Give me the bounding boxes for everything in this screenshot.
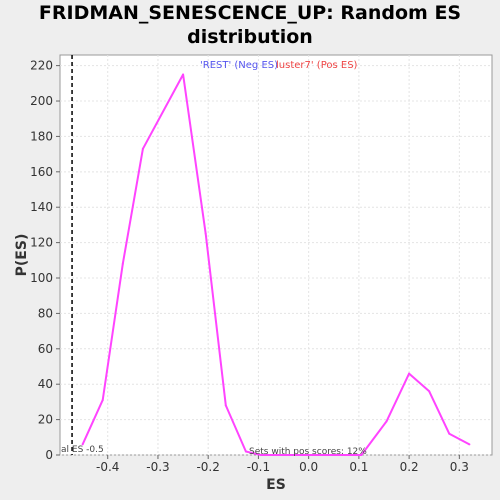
y-tick-label: 220 xyxy=(30,59,53,73)
x-tick-label: -0.4 xyxy=(96,460,119,474)
y-tick-label: 200 xyxy=(30,94,53,108)
x-tick-label: -0.1 xyxy=(247,460,270,474)
x-axis-label: ES xyxy=(266,477,286,493)
y-axis-label: P(ES) xyxy=(14,234,30,277)
reference-line-label: al ES -0.5 xyxy=(61,445,104,455)
data-point xyxy=(468,443,470,445)
data-point xyxy=(142,148,144,150)
y-tick-label: 160 xyxy=(30,165,53,179)
x-tick-label: 0.1 xyxy=(349,460,368,474)
y-tick-label: 80 xyxy=(38,306,53,320)
y-tick-label: 180 xyxy=(30,129,53,143)
pos-scores-annotation: Sets with pos scores: 12% xyxy=(249,447,367,457)
data-point xyxy=(205,233,207,235)
y-tick-label: 0 xyxy=(45,448,53,462)
legend-pos-es: luster7' (Pos ES) xyxy=(276,60,358,71)
y-tick-label: 40 xyxy=(38,377,53,391)
data-point xyxy=(408,373,410,375)
data-point xyxy=(245,450,247,452)
y-tick-label: 60 xyxy=(38,342,53,356)
data-point xyxy=(102,399,104,401)
x-tick-label: 0.2 xyxy=(400,460,419,474)
data-point xyxy=(428,390,430,392)
chart-title-line-2: distribution xyxy=(187,26,313,48)
y-tick-label: 100 xyxy=(30,271,53,285)
x-tick-label: 0.0 xyxy=(299,460,318,474)
chart-title-line-1: FRIDMAN_SENESCENCE_UP: Random ES xyxy=(39,2,461,24)
data-point xyxy=(448,433,450,435)
data-point xyxy=(225,404,227,406)
x-tick-label: -0.3 xyxy=(146,460,169,474)
x-tick-label: -0.2 xyxy=(196,460,219,474)
legend-neg-es: 'REST' (Neg ES) xyxy=(200,60,278,71)
x-tick-label: 0.3 xyxy=(450,460,469,474)
y-tick-label: 140 xyxy=(30,200,53,214)
data-point xyxy=(182,73,184,75)
data-point xyxy=(122,263,124,265)
data-point xyxy=(386,420,388,422)
y-tick-label: 20 xyxy=(38,413,53,427)
y-tick-label: 120 xyxy=(30,236,53,250)
